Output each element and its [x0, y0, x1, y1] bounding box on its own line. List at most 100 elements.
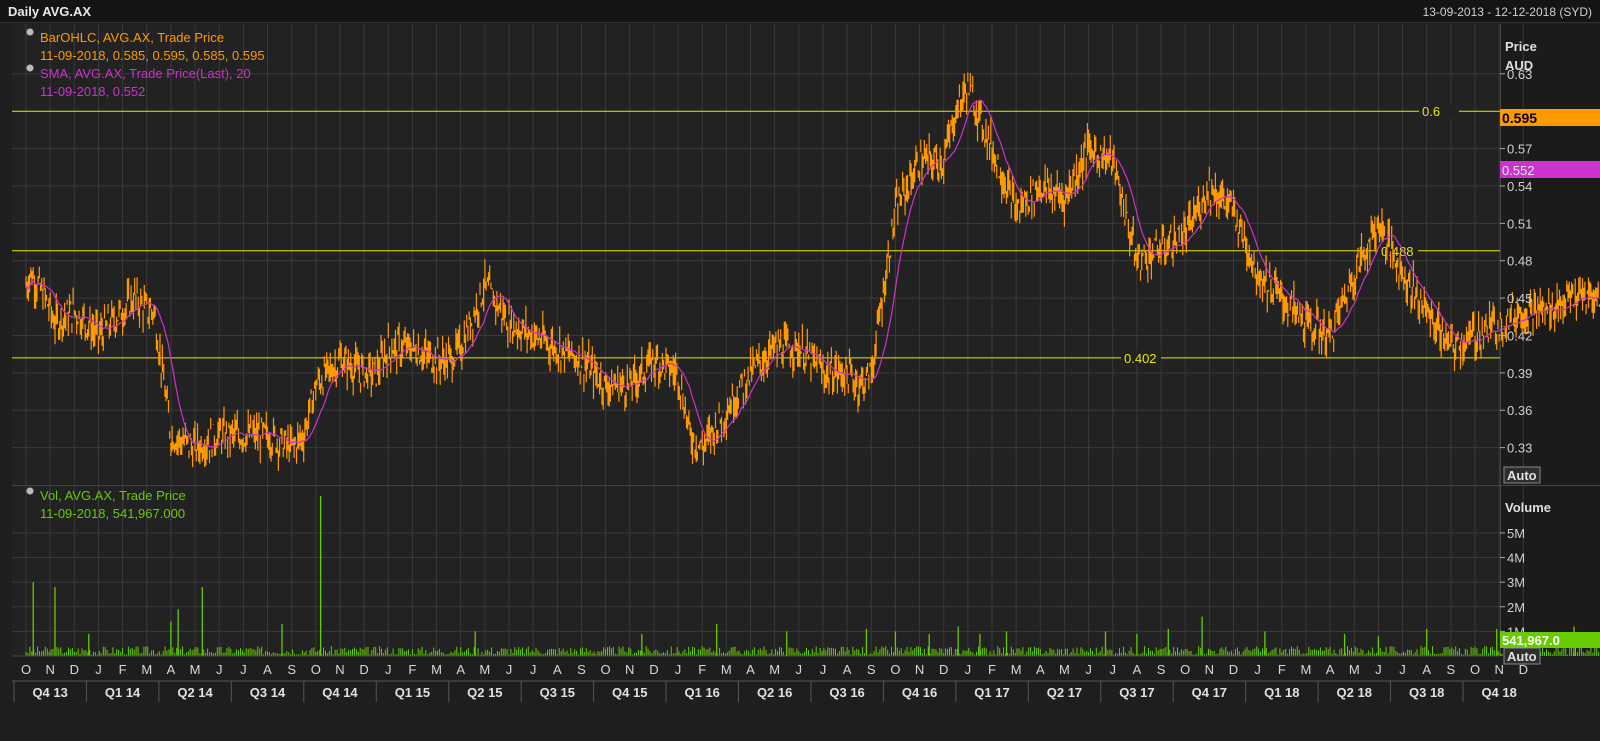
month-tick-label: A: [1036, 662, 1045, 677]
bullet-icon[interactable]: [26, 28, 34, 36]
month-tick-label: A: [1326, 662, 1335, 677]
legend-ohlc-value: 11-09-2018, 0.585, 0.595, 0.585, 0.595: [40, 48, 265, 63]
quarter-tick-label: Q3 18: [1409, 685, 1444, 700]
price-tick-label: 0.36: [1507, 403, 1532, 418]
month-tick-label: A: [746, 662, 755, 677]
quarter-tick-label: Q1 14: [105, 685, 141, 700]
legend-ohlc-name: BarOHLC, AVG.AX, Trade Price: [40, 30, 224, 45]
month-tick-label: O: [1470, 662, 1480, 677]
month-tick-label: M: [1011, 662, 1022, 677]
month-tick-label: J: [240, 662, 247, 677]
volume-tick-label: 4M: [1507, 551, 1525, 566]
last-price-value: 0.595: [1502, 110, 1537, 126]
window-header: Daily AVG.AX 13-09-2013 - 12-12-2018 (SY…: [0, 0, 1600, 23]
last-volume-tag: 541,967.0: [1500, 632, 1600, 648]
level-label: 0.6: [1422, 104, 1440, 119]
price-tick-label: 0.63: [1507, 67, 1532, 82]
price-tick-label: 0.54: [1507, 179, 1532, 194]
last-volume-value: 541,967.0: [1502, 633, 1560, 648]
month-tick-label: M: [431, 662, 442, 677]
month-tick-label: F: [988, 662, 996, 677]
price-auto-label: Auto: [1507, 468, 1537, 483]
legend-volume-name: Vol, AVG.AX, Trade Price: [40, 488, 186, 503]
month-tick-label: J: [796, 662, 803, 677]
level-label-bg: [1419, 104, 1459, 119]
price-tick-label: 0.57: [1507, 142, 1532, 157]
month-tick-label: J: [506, 662, 513, 677]
month-tick-label: J: [1254, 662, 1261, 677]
month-tick-label: M: [141, 662, 152, 677]
volume-auto-button[interactable]: Auto: [1503, 647, 1541, 665]
month-tick-label: M: [190, 662, 201, 677]
month-tick-label: N: [625, 662, 634, 677]
month-tick-label: S: [577, 662, 586, 677]
month-tick-label: A: [553, 662, 562, 677]
month-tick-label: O: [311, 662, 321, 677]
month-tick-label: A: [263, 662, 272, 677]
month-tick-label: N: [1494, 662, 1503, 677]
month-tick-label: D: [939, 662, 948, 677]
price-legend: BarOHLC, AVG.AX, Trade Price 11-09-2018,…: [26, 28, 265, 99]
right-axis-area: [1500, 24, 1600, 656]
level-label-bg: [1121, 350, 1161, 365]
quarter-tick-label: Q4 18: [1481, 685, 1516, 700]
month-tick-label: F: [119, 662, 127, 677]
quarter-tick-label: Q2 16: [757, 685, 792, 700]
month-tick-label: S: [1157, 662, 1166, 677]
quarter-tick-label: Q4 14: [322, 685, 358, 700]
month-tick-label: M: [479, 662, 490, 677]
price-axis-unit: AUD: [1505, 58, 1533, 73]
month-tick-label: J: [530, 662, 537, 677]
date-range: 13-09-2013 - 12-12-2018 (SYD): [1422, 5, 1592, 19]
month-tick-label: F: [1278, 662, 1286, 677]
volume-tick-label: 5M: [1507, 526, 1525, 541]
month-tick-label: O: [890, 662, 900, 677]
quarter-tick-label: Q1 15: [395, 685, 430, 700]
month-tick-label: J: [1399, 662, 1406, 677]
month-tick-label: J: [820, 662, 827, 677]
price-tick-label: 0.39: [1507, 366, 1532, 381]
quarter-tick-label: Q1 17: [974, 685, 1009, 700]
month-tick-label: F: [698, 662, 706, 677]
volume-plot-area[interactable]: [12, 486, 1500, 656]
volume-auto-label: Auto: [1507, 649, 1537, 664]
quarter-tick-label: Q4 16: [902, 685, 937, 700]
bullet-icon[interactable]: [26, 64, 34, 72]
month-tick-label: A: [1422, 662, 1431, 677]
price-tick-label: 0.51: [1507, 216, 1532, 231]
month-tick-label: A: [167, 662, 176, 677]
month-tick-label: O: [21, 662, 31, 677]
volume-tick-label: 3M: [1507, 575, 1525, 590]
quarter-tick-label: Q2 17: [1047, 685, 1082, 700]
price-tick-label: 0.42: [1507, 328, 1532, 343]
month-tick-label: A: [456, 662, 465, 677]
month-tick-label: A: [1133, 662, 1142, 677]
month-tick-label: D: [1519, 662, 1528, 677]
sma-line: [25, 99, 1600, 448]
quarter-tick-label: Q4 13: [32, 685, 67, 700]
month-tick-label: M: [1301, 662, 1312, 677]
month-tick-label: D: [359, 662, 368, 677]
window-title: Daily AVG.AX: [8, 4, 92, 19]
legend-sma-value: 11-09-2018, 0.552: [40, 84, 145, 99]
month-tick-label: J: [216, 662, 223, 677]
month-tick-label: N: [335, 662, 344, 677]
volume-axis-title: Volume: [1505, 500, 1551, 515]
price-auto-button[interactable]: Auto: [1503, 466, 1541, 484]
month-tick-label: M: [721, 662, 732, 677]
month-tick-label: J: [675, 662, 682, 677]
quarter-tick-label: Q4 17: [1192, 685, 1227, 700]
bullet-icon[interactable]: [26, 487, 34, 495]
last-price-tag: 0.595: [1500, 109, 1600, 126]
price-tick-label: 0.33: [1507, 441, 1532, 456]
quarter-tick-label: Q3 16: [829, 685, 864, 700]
quarter-tick-label: Q3 15: [540, 685, 575, 700]
month-tick-label: J: [965, 662, 972, 677]
quarter-tick-label: Q1 18: [1264, 685, 1299, 700]
quarter-tick-label: Q2 18: [1337, 685, 1372, 700]
month-tick-label: N: [915, 662, 924, 677]
quarter-tick-label: Q3 14: [250, 685, 286, 700]
month-tick-label: S: [867, 662, 876, 677]
